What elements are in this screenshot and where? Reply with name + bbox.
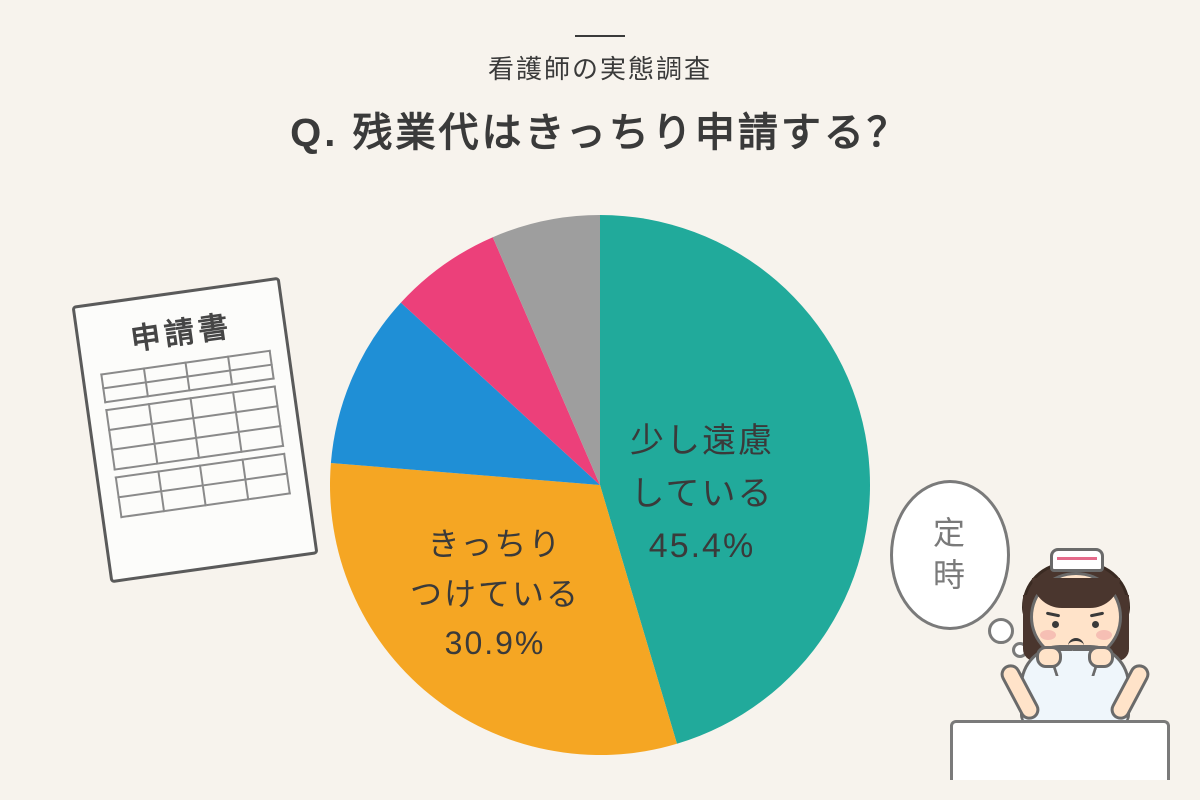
- nurse-eye-l: [1052, 621, 1059, 628]
- header-rule: [575, 35, 625, 37]
- pie-svg: [330, 215, 870, 755]
- nurse-cap: [1050, 548, 1104, 572]
- pie-chart: 少し遠慮 している 45.4% きっちり つけている 30.9%: [330, 215, 870, 755]
- bubble-text: 定 時: [933, 513, 967, 596]
- survey-subtitle: 看護師の実態調査: [0, 49, 1200, 86]
- nurse-desk: [950, 720, 1170, 780]
- nurse-blush-l: [1040, 630, 1056, 640]
- bubble-line1: 定: [933, 515, 967, 551]
- survey-question: Q. 残業代はきっちり申請する？: [0, 100, 1200, 158]
- document-paper: 申請書: [72, 277, 319, 584]
- bubble-line2: 時: [933, 557, 967, 593]
- header-block: 看護師の実態調査 Q. 残業代はきっちり申請する？: [0, 0, 1200, 158]
- nurse-blush-r: [1096, 630, 1112, 640]
- nurse-hand-r: [1088, 646, 1114, 668]
- nurse-body: [980, 550, 1160, 780]
- document-illustration: 申請書: [90, 290, 300, 570]
- nurse-eye-r: [1092, 621, 1099, 628]
- nurse-hand-l: [1036, 646, 1062, 668]
- nurse-illustration: 定 時: [880, 480, 1160, 780]
- document-grid: [100, 350, 291, 519]
